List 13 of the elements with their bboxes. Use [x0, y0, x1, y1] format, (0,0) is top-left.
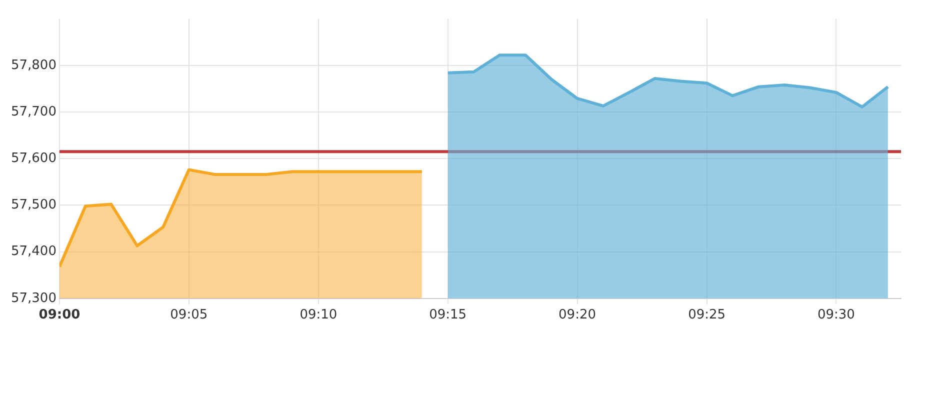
- y-tick-label: 57,300: [10, 290, 56, 306]
- y-tick-label: 57,400: [10, 244, 56, 260]
- x-tick-label: 09:00: [38, 308, 80, 323]
- x-tick-label: 09:15: [429, 308, 467, 323]
- y-tick-label: 57,700: [10, 104, 56, 120]
- x-tick-label: 09:20: [558, 308, 596, 323]
- y-tick-label: 57,500: [10, 198, 56, 213]
- x-tick-label: 09:05: [170, 308, 208, 323]
- x-tick-label: 09:25: [688, 308, 726, 323]
- y-tick-label: 57,600: [10, 150, 56, 166]
- x-tick-label: 09:30: [817, 308, 855, 323]
- y-tick-label: 57,800: [10, 58, 56, 73]
- x-tick-label: 09:10: [300, 308, 338, 323]
